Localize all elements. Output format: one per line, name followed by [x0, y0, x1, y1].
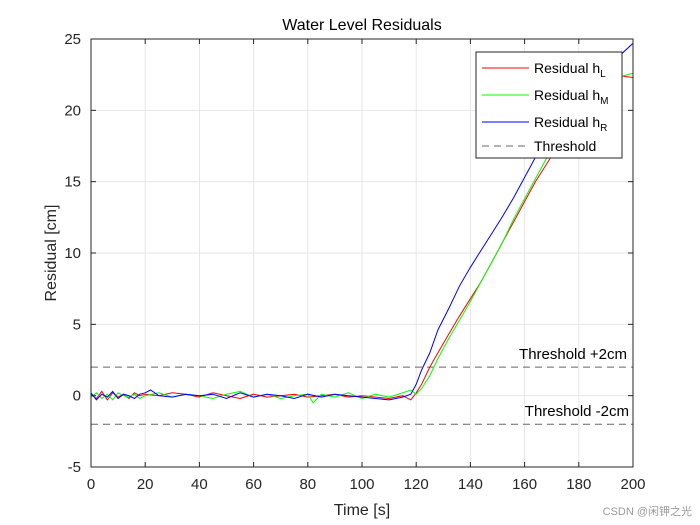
series-line-m: [91, 72, 633, 404]
y-tick-label: 5: [73, 316, 81, 333]
y-tick-label: 10: [64, 245, 81, 262]
threshold-lines: [91, 366, 633, 425]
x-axis-label: Time [s]: [334, 502, 390, 519]
x-tick-label: 100: [349, 476, 374, 493]
y-tick-label: 25: [64, 31, 81, 48]
x-tick-label: 160: [512, 476, 537, 493]
x-tick-label: 80: [299, 476, 316, 493]
y-tick-label: 0: [73, 388, 81, 405]
x-tick-label: 0: [87, 476, 95, 493]
x-tick-label: 200: [620, 476, 645, 493]
legend-label: Residual hR: [534, 114, 607, 134]
y-axis-label: Residual [cm]: [43, 205, 60, 302]
legend: Residual hL Residual hM Residual hR Thresho…: [475, 51, 623, 159]
x-tick-label: 140: [458, 476, 483, 493]
legend-label: Residual hM: [534, 87, 609, 107]
legend-label: Threshold: [534, 138, 596, 154]
axis-ticks: 0 20 40 60 80 100 120 140 160 180 200 -5 0 5 10 15 20 25: [64, 31, 645, 493]
watermark: CSDN @闲钾之光: [602, 506, 692, 518]
x-tick-label: 120: [404, 476, 429, 493]
threshold-upper-label: Threshold +2cm: [519, 346, 627, 363]
y-tick-label: 15: [64, 174, 81, 191]
x-tick-label: 20: [137, 476, 154, 493]
legend-box: [475, 51, 623, 159]
x-tick-label: 180: [566, 476, 591, 493]
x-tick-label: 40: [191, 476, 208, 493]
series-line-l: [91, 75, 633, 401]
x-tick-label: 60: [245, 476, 262, 493]
threshold-lower-label: Threshold -2cm: [525, 403, 629, 420]
legend-label: Residual hL: [534, 60, 606, 80]
y-tick-label: -5: [68, 459, 81, 476]
chart-title: Water Level Residuals: [282, 17, 441, 34]
y-tick-label: 20: [64, 102, 81, 119]
